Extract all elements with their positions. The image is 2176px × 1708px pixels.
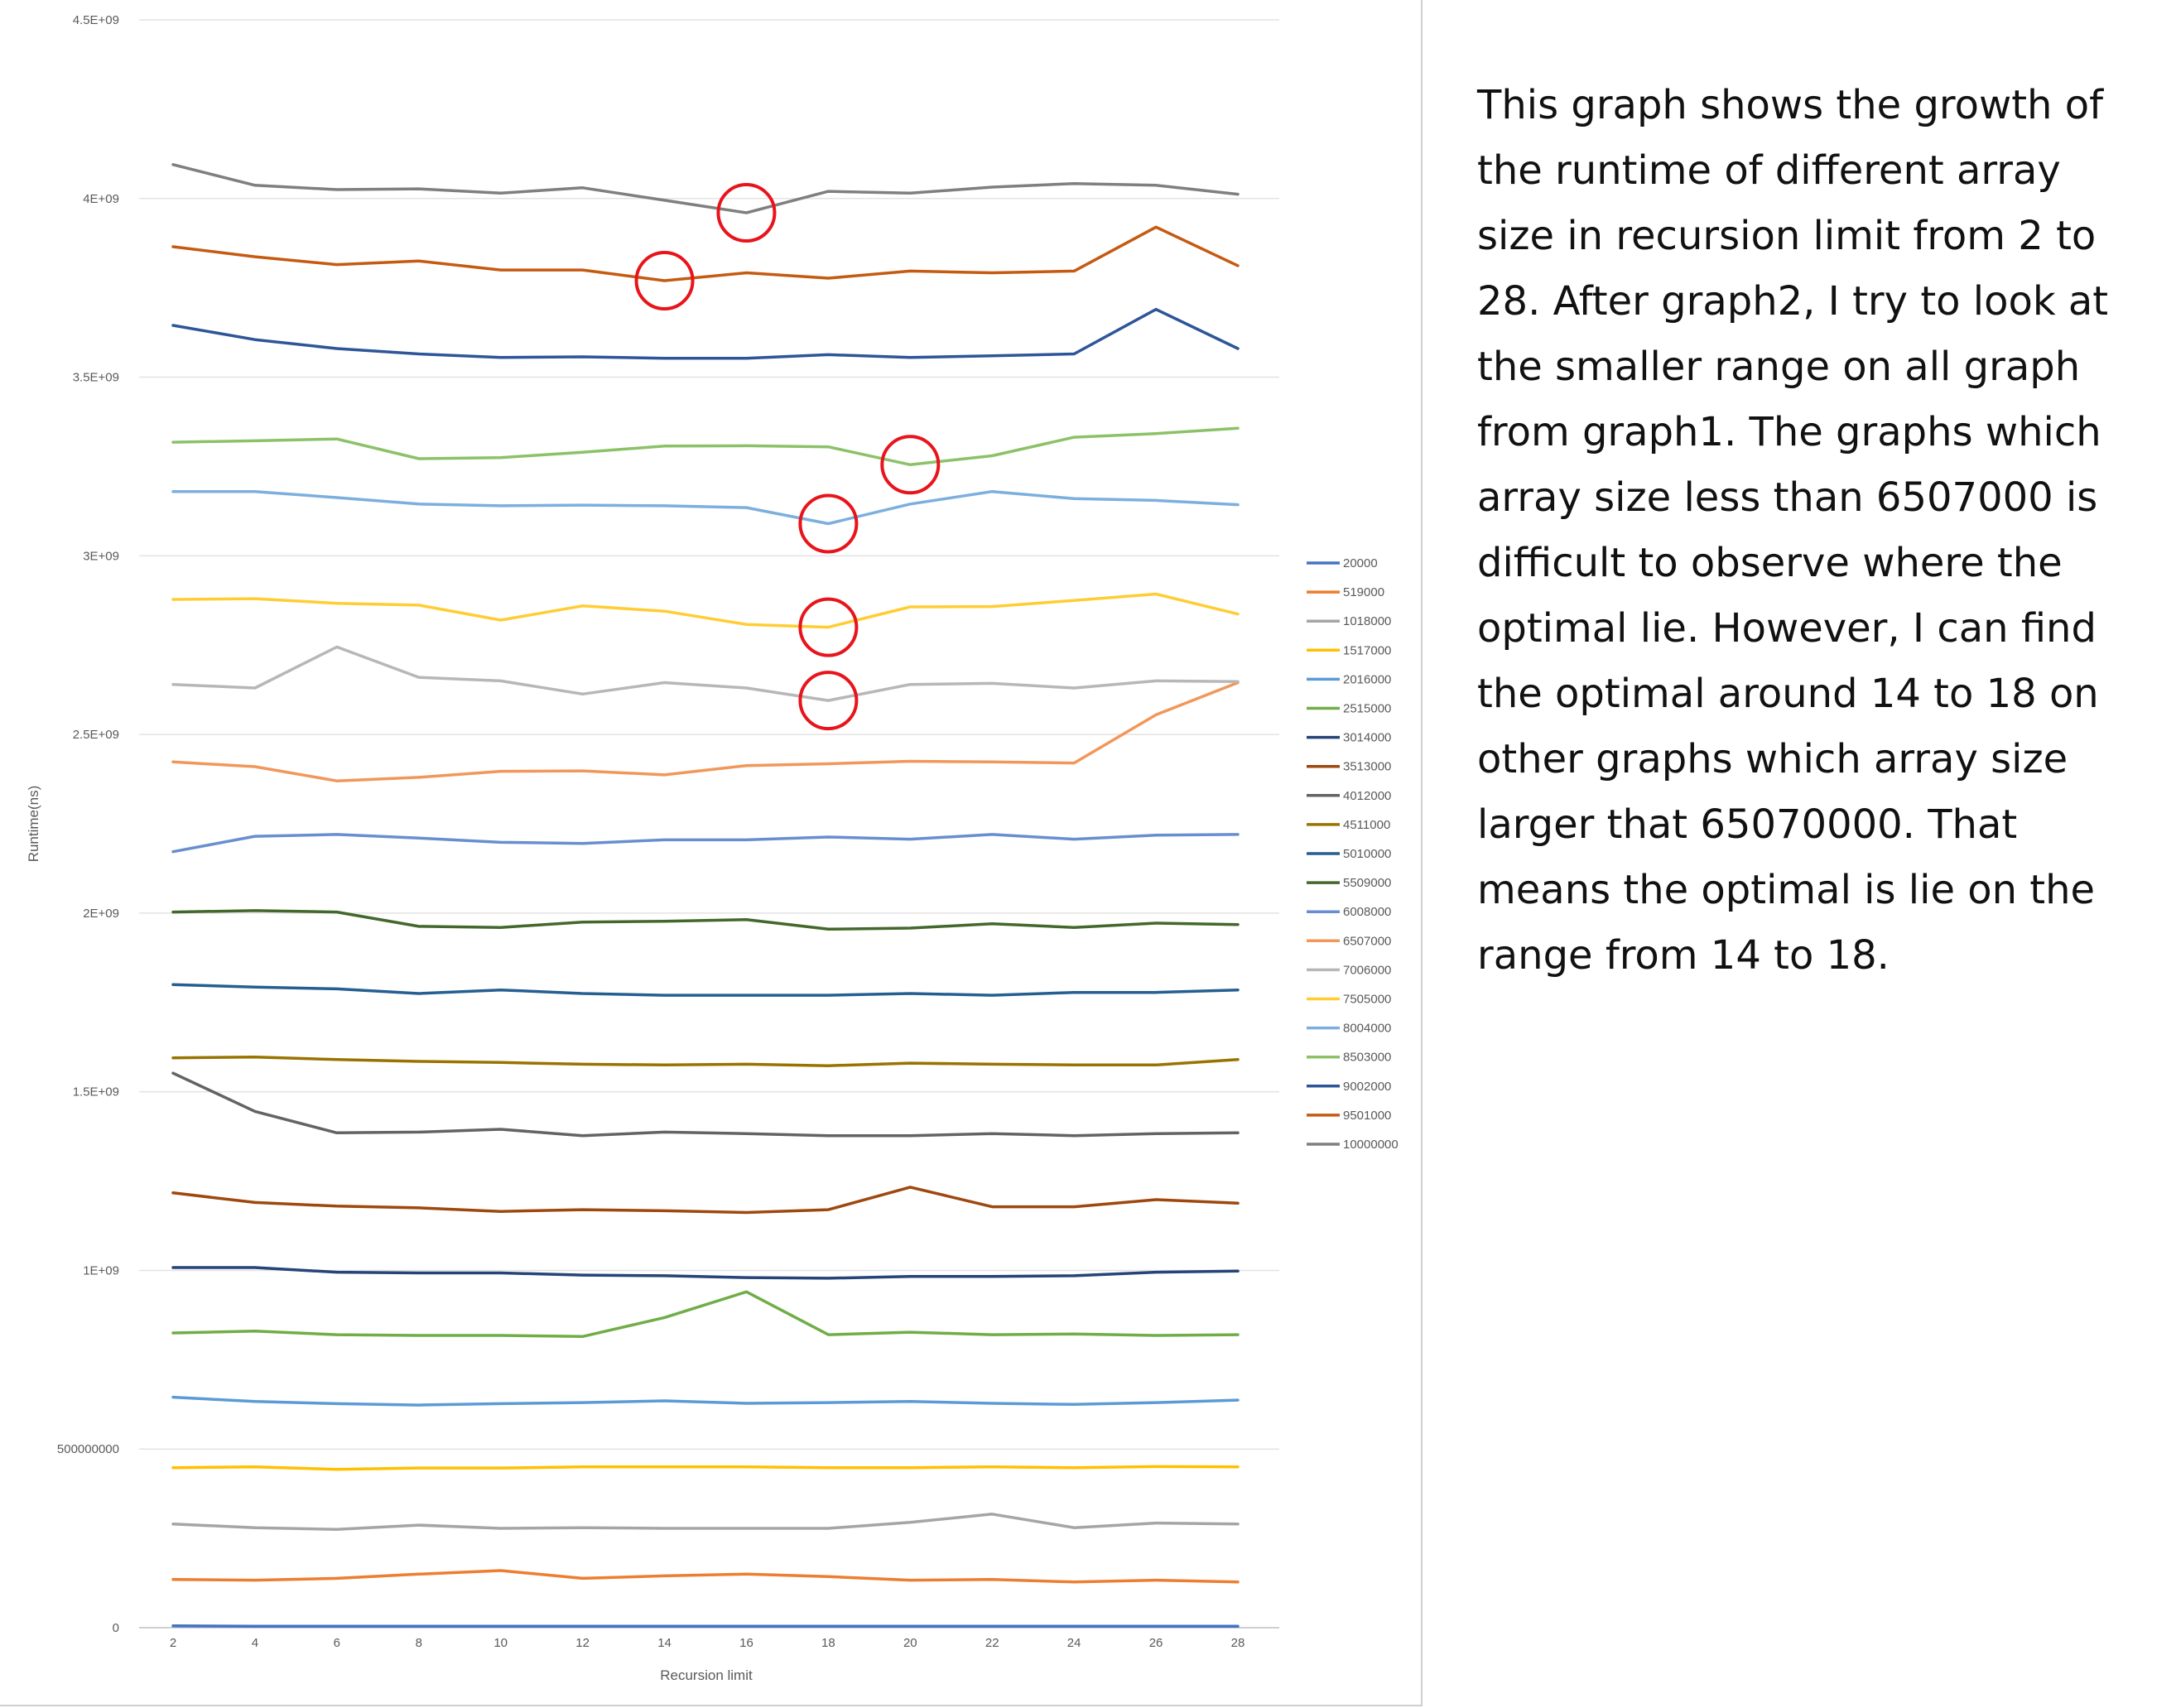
legend-label: 3513000 — [1343, 760, 1391, 774]
legend-label: 5509000 — [1343, 876, 1391, 890]
legend-label: 2515000 — [1343, 702, 1391, 716]
y-tick-label: 3E+09 — [83, 549, 119, 563]
x-tick-label: 8 — [416, 1636, 422, 1650]
highlight-circle — [880, 435, 941, 495]
y-tick-label: 1E+09 — [83, 1263, 119, 1277]
legend-label: 6008000 — [1343, 905, 1391, 919]
series-lines — [171, 163, 1240, 1629]
series-line-4511000 — [171, 1056, 1240, 1067]
chart-frame — [0, 0, 1423, 1706]
y-axis-ticks: 0 500000000 1E+09 1.5E+09 2E+09 2.5E+09 3E+09 3… — [57, 13, 119, 1635]
legend-label: 3014000 — [1343, 731, 1391, 745]
x-tick-label: 6 — [334, 1636, 340, 1650]
line-chart: 0 500000000 1E+09 1.5E+09 2E+09 2.5E+09 3E+09 3… — [26, 13, 1399, 1683]
highlight-circle — [798, 493, 859, 554]
x-tick-label: 26 — [1149, 1636, 1163, 1650]
series-line-6008000 — [171, 833, 1240, 854]
x-axis-title: Recursion limit — [660, 1667, 753, 1683]
highlight-circle — [716, 183, 777, 243]
x-tick-label: 2 — [170, 1636, 176, 1650]
legend-label: 20000 — [1343, 556, 1378, 570]
x-tick-label: 10 — [493, 1636, 508, 1650]
legend-label: 1018000 — [1343, 614, 1391, 628]
y-tick-label: 500000000 — [57, 1442, 119, 1456]
highlight-circle — [798, 597, 859, 657]
series-line-10000000 — [171, 163, 1240, 214]
y-tick-label: 4E+09 — [83, 192, 119, 206]
series-line-2016000 — [171, 1395, 1240, 1407]
x-tick-label: 4 — [252, 1636, 258, 1650]
y-axis-title: Runtime(ns) — [26, 786, 41, 863]
legend-label: 4511000 — [1343, 818, 1390, 832]
y-tick-label: 1.5E+09 — [73, 1085, 119, 1099]
series-line-7505000 — [171, 592, 1240, 629]
series-line-8004000 — [171, 489, 1240, 526]
y-tick-label: 3.5E+09 — [73, 371, 119, 385]
x-tick-label: 14 — [657, 1636, 672, 1650]
series-line-9002000 — [171, 307, 1240, 360]
legend-label: 8004000 — [1343, 1022, 1391, 1036]
annotation-text: This graph shows the growth of the runti… — [1477, 82, 2109, 979]
x-tick-label: 22 — [985, 1636, 999, 1650]
series-line-5509000 — [171, 909, 1240, 931]
legend-label: 519000 — [1343, 585, 1384, 599]
series-line-20000 — [171, 1624, 1240, 1629]
x-tick-label: 12 — [575, 1636, 590, 1650]
legend-label: 5010000 — [1343, 847, 1391, 861]
legend-label: 10000000 — [1343, 1138, 1399, 1152]
series-line-1018000 — [171, 1513, 1240, 1532]
legend-label: 9002000 — [1343, 1080, 1391, 1094]
series-line-7006000 — [171, 645, 1240, 702]
legend-label: 7006000 — [1343, 963, 1391, 977]
x-tick-label: 28 — [1231, 1636, 1245, 1650]
series-line-519000 — [171, 1569, 1240, 1584]
legend-label: 4012000 — [1343, 789, 1391, 803]
x-tick-label: 16 — [739, 1636, 753, 1650]
x-tick-label: 18 — [821, 1636, 835, 1650]
series-line-1517000 — [171, 1465, 1240, 1471]
series-line-5010000 — [171, 983, 1240, 997]
highlight-circle — [798, 671, 859, 731]
series-line-9501000 — [171, 225, 1240, 282]
x-axis-ticks: 2 4 6 8 10 12 14 16 18 20 22 24 26 28 — [170, 1636, 1245, 1650]
series-line-2515000 — [171, 1290, 1240, 1339]
legend-label: 1517000 — [1343, 643, 1391, 657]
series-line-3513000 — [171, 1186, 1240, 1215]
series-line-6507000 — [171, 681, 1240, 782]
series-line-8503000 — [171, 426, 1240, 467]
legend-label: 8503000 — [1343, 1051, 1391, 1065]
x-tick-label: 20 — [903, 1636, 917, 1650]
legend-label: 2016000 — [1343, 672, 1391, 686]
legend-label: 9501000 — [1343, 1109, 1391, 1123]
y-tick-label: 2E+09 — [83, 907, 119, 921]
x-tick-label: 24 — [1067, 1636, 1081, 1650]
legend-label: 7505000 — [1343, 993, 1391, 1007]
y-tick-label: 0 — [113, 1621, 119, 1635]
y-tick-label: 4.5E+09 — [73, 13, 119, 27]
highlight-circle — [634, 251, 695, 311]
series-line-4012000 — [171, 1071, 1240, 1138]
legend-label: 6507000 — [1343, 934, 1391, 948]
highlight-markers — [634, 183, 941, 731]
series-line-3014000 — [171, 1266, 1240, 1280]
y-tick-label: 2.5E+09 — [73, 728, 119, 742]
legend: 20000 519000 1018000 1517000 2016000 2515000 3… — [1307, 556, 1399, 1152]
